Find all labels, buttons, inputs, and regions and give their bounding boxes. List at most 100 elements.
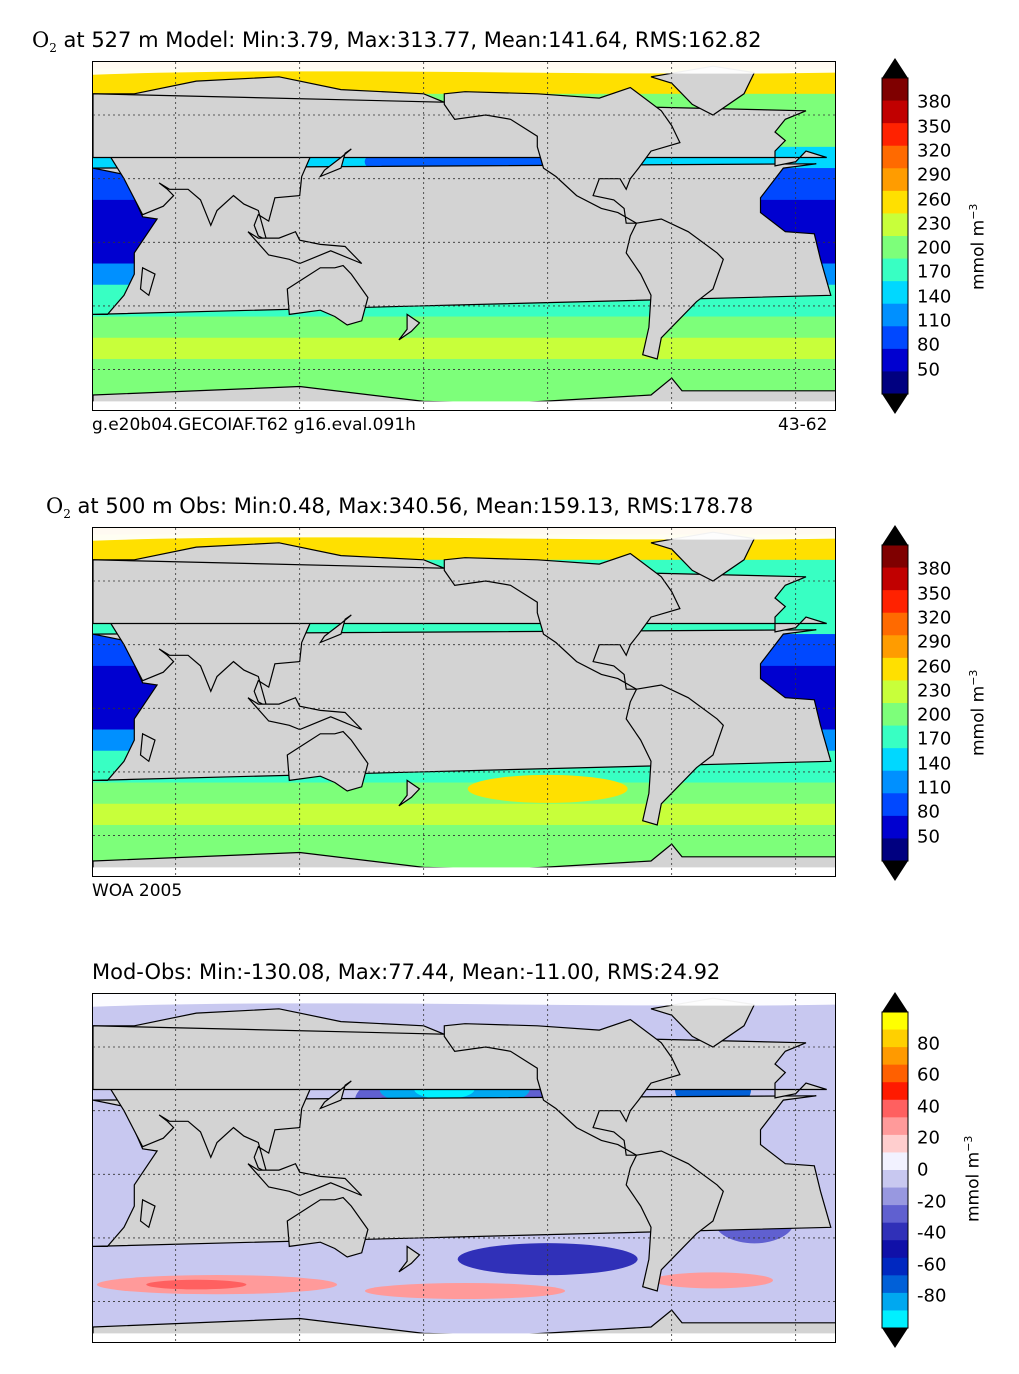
land-samerica (625, 218, 724, 360)
colorbar-segment (882, 371, 908, 395)
colorbar-segment (882, 1257, 908, 1276)
colorbar-tick-label: 290 (917, 631, 952, 653)
land-japan (318, 148, 352, 178)
colorbar-max-extend (882, 992, 908, 1012)
colorbar-tick-label: 320 (917, 607, 952, 629)
oxygen-band (93, 316, 835, 339)
colorbar-tick-label: 170 (917, 261, 952, 283)
colorbar-segment (882, 1222, 908, 1241)
colorbar-tick-label: 140 (917, 286, 952, 308)
colorbar-tick-label: 20 (917, 1127, 940, 1149)
o2-symbol: O2 (32, 28, 57, 56)
colorbar-segment (882, 190, 908, 214)
land-indonesia (247, 696, 363, 731)
colorbar-tick-label: 40 (917, 1096, 940, 1118)
land-samerica (625, 1150, 724, 1292)
colorbar-tick-label: 80 (917, 1033, 940, 1055)
colorbar-segment (882, 213, 908, 237)
land-nz (398, 1245, 421, 1273)
colorbar-segment (882, 725, 908, 749)
land-namerica (443, 1018, 681, 1156)
difference-colorbar-unit: mmol m−3 (962, 1135, 984, 1222)
polar-missing-data (93, 994, 835, 1007)
colorbar-tick-label: 200 (917, 704, 952, 726)
colorbar-segment (882, 78, 908, 102)
colorbar-segment (882, 1152, 908, 1171)
colorbar-segment (882, 1205, 908, 1224)
colorbar-segment (882, 680, 908, 704)
colorbar-segment (882, 348, 908, 372)
colorbar-segment (882, 168, 908, 192)
land-australia (286, 264, 369, 326)
land-japan (318, 614, 352, 644)
colorbar-tick-label: 380 (917, 91, 952, 113)
land-namerica (443, 552, 681, 690)
colorbar-tick-label: 260 (917, 656, 952, 678)
colorbar-min-extend (882, 861, 908, 881)
colorbar-tick-label: -40 (917, 1222, 947, 1244)
colorbar-segment (882, 1187, 908, 1206)
oxygen-band (93, 803, 835, 826)
oxygen-band (93, 337, 835, 360)
colorbar-segment (882, 770, 908, 794)
colorbar-tick-label: 230 (917, 680, 952, 702)
colorbar-tick-label: 200 (917, 237, 952, 259)
land-samerica (625, 684, 724, 826)
colorbar-segment (882, 123, 908, 147)
colorbar-segment (882, 100, 908, 124)
colorbar-segment (882, 1047, 908, 1066)
colorbar-segment (882, 1310, 908, 1329)
colorbar-segment (882, 1082, 908, 1101)
colorbar-segment (882, 326, 908, 350)
colorbar-min-extend (882, 394, 908, 414)
colorbar-max-extend (882, 525, 908, 545)
colorbar-tick-label: 0 (917, 1159, 929, 1181)
antarctic-missing-data (93, 1333, 835, 1342)
colorbar-segment (882, 1099, 908, 1118)
colorbar-tick-label: 230 (917, 213, 952, 235)
panel-3-title: Mod-Obs: Min:-130.08, Max:77.44, Mean:-1… (92, 960, 721, 984)
land-indonesia (247, 230, 363, 265)
oxygen-band (93, 782, 835, 805)
colorbar-segment (882, 281, 908, 305)
colorbar-segment (882, 1029, 908, 1048)
land-madagascar (139, 732, 156, 763)
panel-2-title: O2 at 500 m Obs: Min:0.48, Max:340.56, M… (46, 494, 754, 522)
difference-contour (365, 1282, 565, 1299)
observed-oxygen-map (92, 527, 836, 877)
antarctic-missing-data (93, 867, 835, 876)
land-nz (398, 313, 421, 341)
colorbar-segment (882, 838, 908, 862)
colorbar-segment (882, 748, 908, 772)
colorbar-tick-label: 350 (917, 583, 952, 605)
difference-colorbar (881, 992, 909, 1348)
land-australia (286, 730, 369, 792)
colorbar-segment (882, 236, 908, 260)
colorbar-tick-label: 140 (917, 753, 952, 775)
colorbar-tick-label: 60 (917, 1064, 940, 1086)
observed-colorbar (881, 525, 909, 881)
observed-colorbar-unit: mmol m−3 (967, 669, 989, 756)
land-nz (398, 779, 421, 807)
colorbar-tick-label: 50 (917, 359, 940, 381)
run-name-caption: g.e20b04.GECOIAF.T62 g16.eval.091h (92, 415, 416, 435)
colorbar-segment (882, 612, 908, 636)
land-madagascar (139, 266, 156, 297)
colorbar-tick-label: 80 (917, 801, 940, 823)
year-range-caption: 43-62 (778, 415, 828, 435)
antarctic-missing-data (93, 401, 835, 410)
colorbar-tick-label: 80 (917, 334, 940, 356)
colorbar-segment (882, 793, 908, 817)
colorbar-segment (882, 657, 908, 681)
colorbar-segment (882, 545, 908, 569)
colorbar-segment (882, 303, 908, 327)
colorbar-tick-label: -60 (917, 1254, 947, 1276)
difference-oxygen-map (92, 993, 836, 1343)
colorbar-segment (882, 815, 908, 839)
colorbar-tick-label: 350 (917, 116, 952, 138)
land-namerica (443, 86, 681, 224)
model-oxygen-map (92, 61, 836, 411)
dataset-caption: WOA 2005 (92, 881, 183, 901)
colorbar-segment (882, 145, 908, 169)
colorbar-tick-label: 380 (917, 558, 952, 580)
